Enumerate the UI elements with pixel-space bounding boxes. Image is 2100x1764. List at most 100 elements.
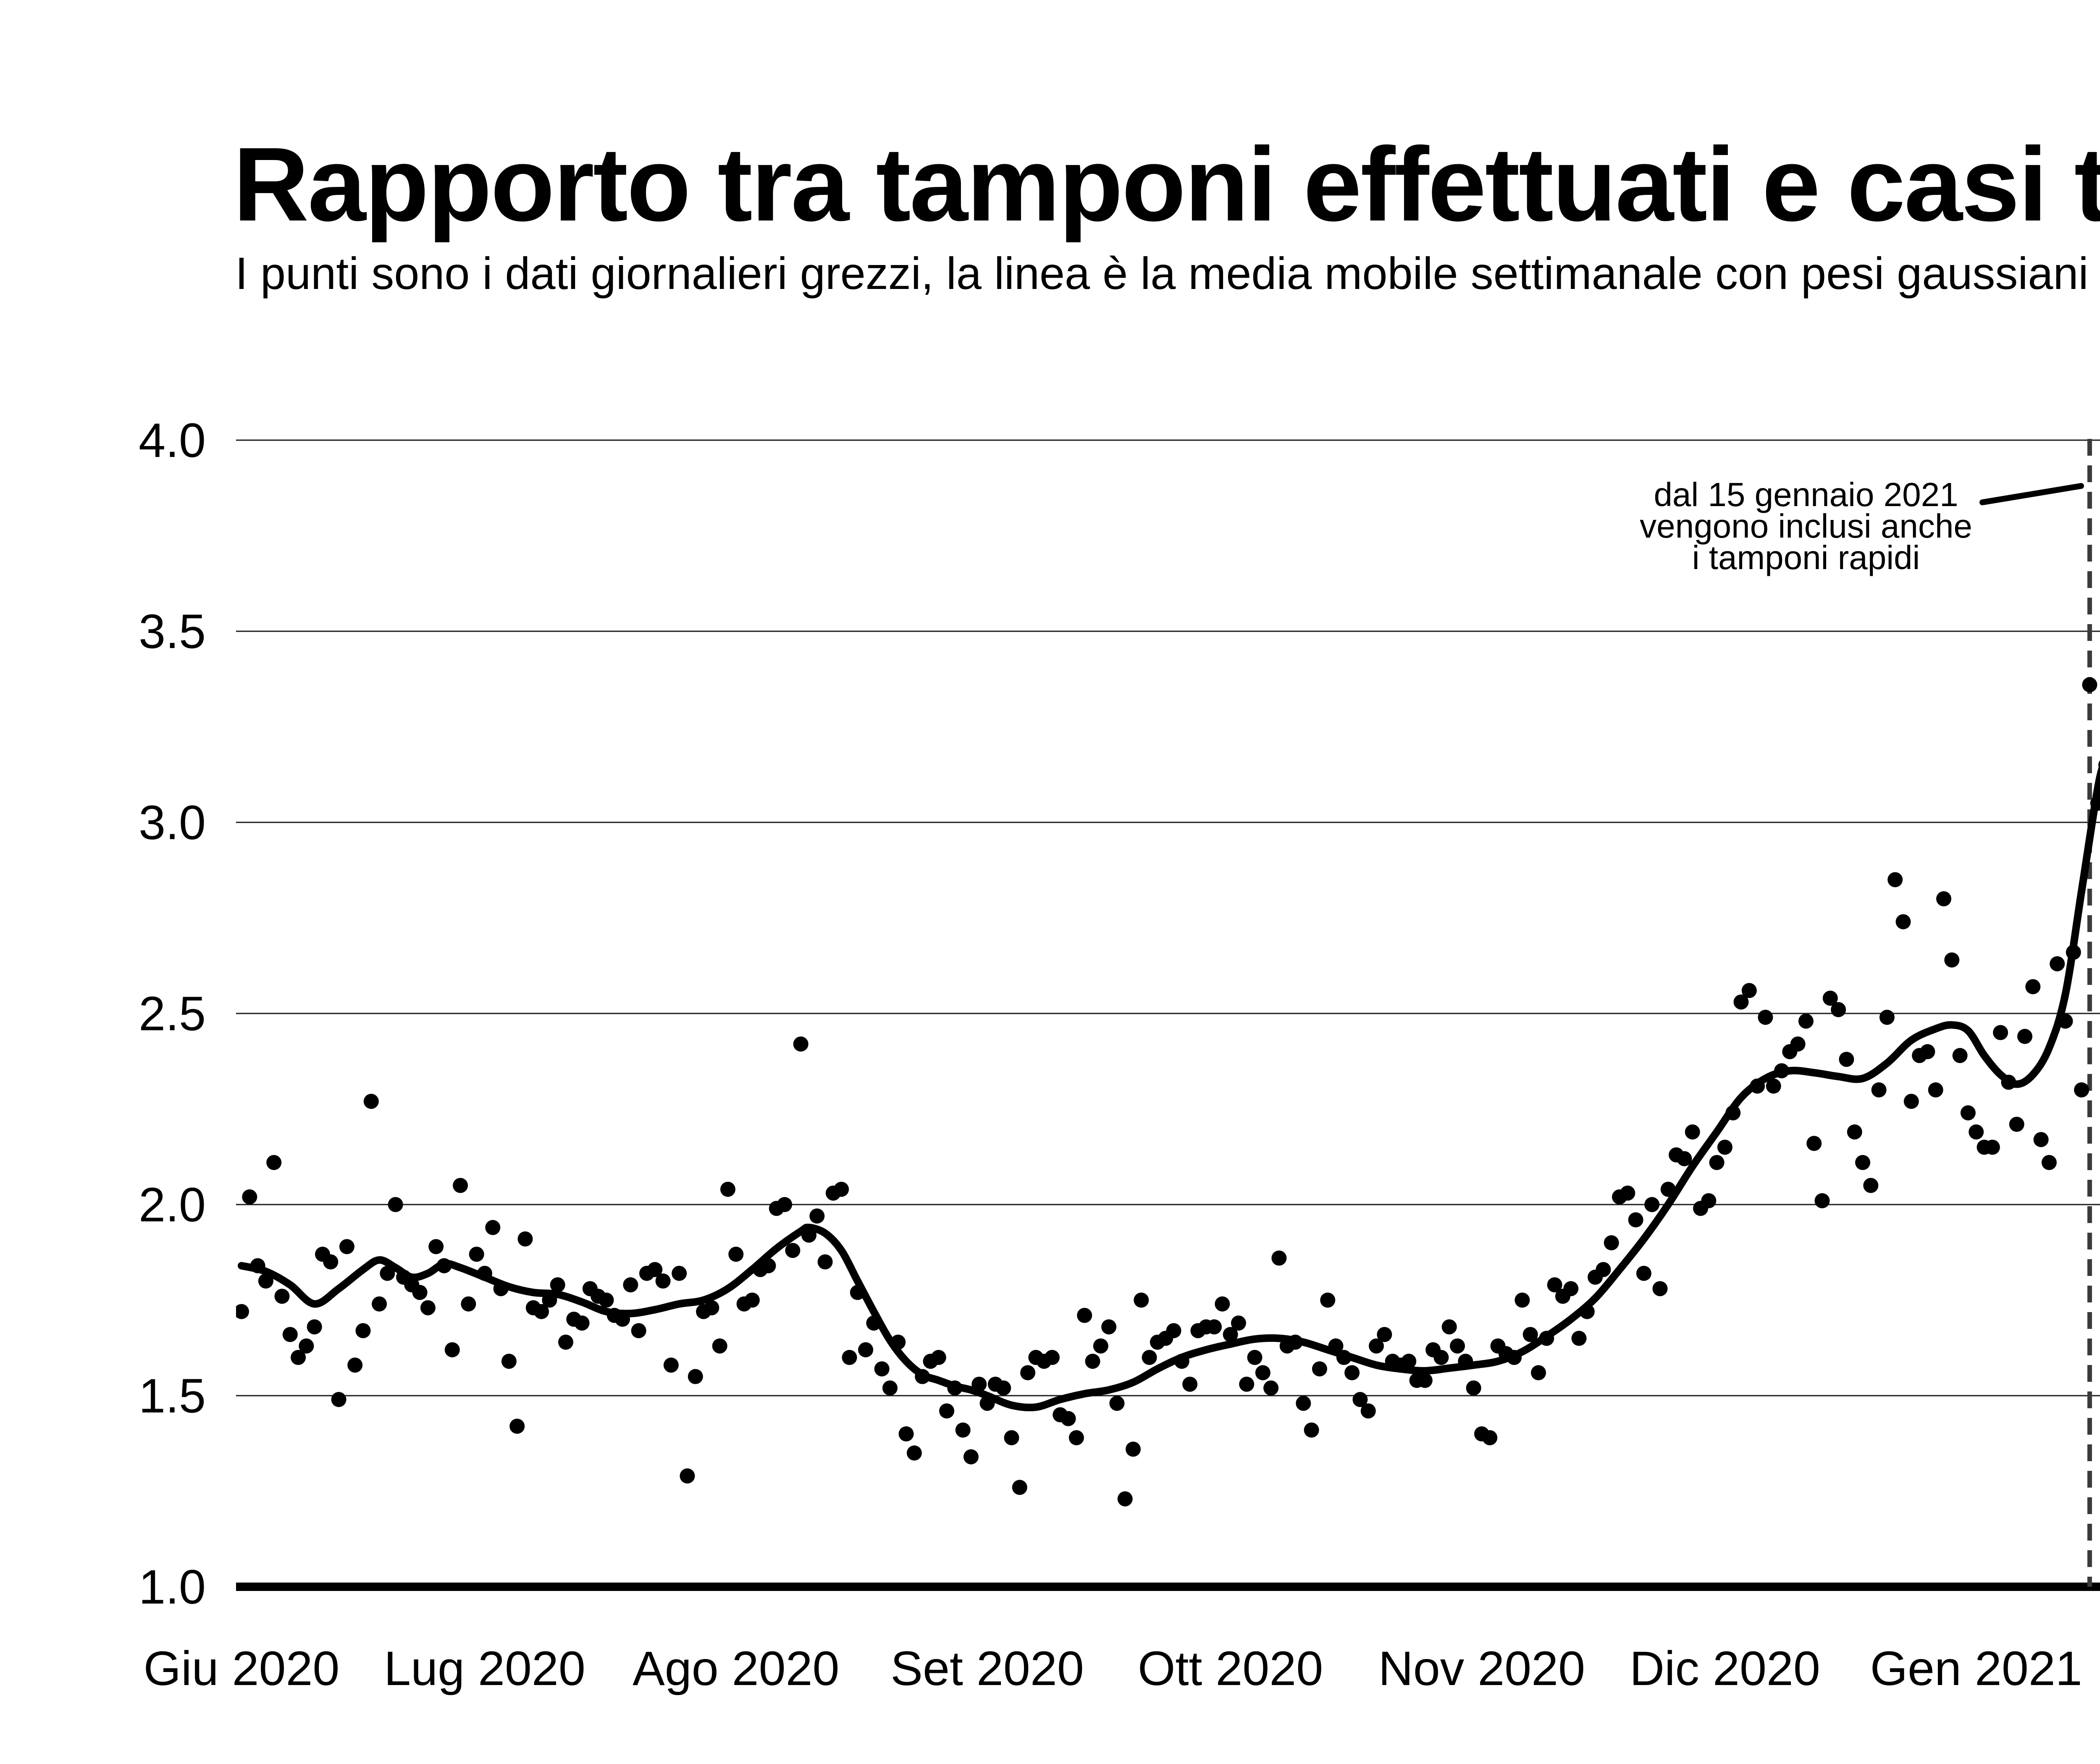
data-point [1077, 1307, 1092, 1323]
data-point [1717, 1139, 1732, 1155]
data-point [1531, 1365, 1546, 1381]
data-point [939, 1403, 955, 1419]
data-point [363, 1094, 379, 1109]
data-point [1571, 1331, 1587, 1346]
data-point [1984, 1139, 2000, 1155]
data-point [785, 1243, 801, 1258]
data-point [1142, 1350, 1157, 1365]
y-tick-label: 4.0 [139, 414, 206, 467]
data-point [1766, 1078, 1781, 1094]
data-point [307, 1319, 322, 1335]
annotation: dal 15 gennaio 2021 vengono inclusi anch… [1640, 476, 2084, 576]
data-point [485, 1220, 501, 1235]
data-point [1223, 1327, 1238, 1342]
data-point [898, 1426, 914, 1441]
data-point [2033, 1132, 2049, 1147]
data-point [834, 1181, 849, 1197]
data-point [323, 1254, 339, 1270]
gridlines [236, 439, 2100, 1396]
data-point [1993, 1025, 2008, 1040]
data-point [420, 1300, 436, 1315]
chart-subtitle: I punti sono i dati giornalieri grezzi, … [235, 248, 2088, 299]
data-point [1068, 1430, 1084, 1446]
data-point [1903, 1094, 1919, 1109]
data-point [744, 1292, 760, 1308]
data-point [331, 1392, 346, 1407]
data-point [598, 1292, 614, 1308]
data-point [1239, 1376, 1255, 1392]
annotation-line-1: dal 15 gennaio 2021 [1654, 476, 1958, 513]
data-point [469, 1247, 484, 1262]
data-point [1352, 1392, 1368, 1407]
data-point [274, 1289, 290, 1304]
data-point [1466, 1380, 1481, 1396]
data-point [453, 1178, 468, 1193]
chart-title: Rapporto tra tamponi effettuati e casi t… [233, 126, 2100, 243]
data-point [672, 1265, 687, 1281]
data-point [842, 1350, 857, 1365]
y-tick-label: 1.0 [139, 1560, 206, 1614]
data-point [647, 1262, 663, 1277]
data-point [380, 1265, 395, 1281]
data-point [534, 1304, 549, 1319]
data-point [1296, 1396, 1311, 1411]
data-point [1344, 1365, 1360, 1381]
data-point [906, 1445, 922, 1461]
data-point [1482, 1430, 1498, 1446]
data-point [347, 1357, 363, 1373]
data-point [1166, 1323, 1181, 1339]
data-point [1790, 1036, 1806, 1052]
data-point [1895, 914, 1911, 929]
y-tick-label: 3.0 [139, 796, 206, 850]
data-point [1255, 1365, 1270, 1381]
data-point [728, 1247, 744, 1262]
data-point [817, 1254, 833, 1270]
data-point [444, 1342, 460, 1357]
data-point [1126, 1441, 1141, 1457]
data-point [282, 1327, 298, 1342]
data-point [1450, 1338, 1465, 1354]
data-point [1944, 952, 1960, 968]
data-point [2082, 677, 2097, 693]
data-point [1134, 1292, 1149, 1308]
data-point [1831, 1002, 1846, 1017]
data-point [1109, 1396, 1125, 1411]
data-point [1231, 1315, 1246, 1331]
data-point [1741, 983, 1757, 998]
data-point [1677, 1151, 1692, 1166]
data-point [1814, 1193, 1830, 1208]
data-point [1547, 1277, 1562, 1293]
data-point [1045, 1350, 1060, 1365]
data-point [388, 1197, 403, 1212]
y-tick-label: 2.5 [139, 987, 206, 1041]
data-point [655, 1273, 671, 1289]
data-point [1377, 1327, 1392, 1342]
data-point [882, 1380, 898, 1396]
data-point [1563, 1281, 1579, 1297]
data-point [1596, 1262, 1611, 1277]
data-point [1758, 1010, 1773, 1025]
data-point [1855, 1155, 1870, 1170]
data-point [1522, 1327, 1538, 1342]
data-point [1085, 1354, 1100, 1369]
x-tick-label: Ott 2020 [1138, 1642, 1323, 1696]
x-tick-label: Gen 2021 [1870, 1642, 2082, 1696]
data-point [1417, 1373, 1433, 1388]
data-point [2017, 1029, 2032, 1044]
x-tick-label: Nov 2020 [1378, 1642, 1585, 1696]
data-point [809, 1208, 825, 1224]
data-point [1871, 1082, 1887, 1097]
data-point [574, 1315, 590, 1331]
data-point [1685, 1124, 1700, 1140]
trend-line [238, 763, 2100, 1412]
data-point [777, 1197, 793, 1212]
data-point [1360, 1403, 1376, 1419]
data-point [1604, 1235, 1619, 1250]
data-point [1117, 1491, 1133, 1507]
data-point [2009, 1116, 2024, 1132]
data-point [339, 1239, 354, 1255]
data-point [1628, 1212, 1643, 1228]
data-point [236, 1304, 249, 1319]
data-point [1369, 1338, 1384, 1354]
